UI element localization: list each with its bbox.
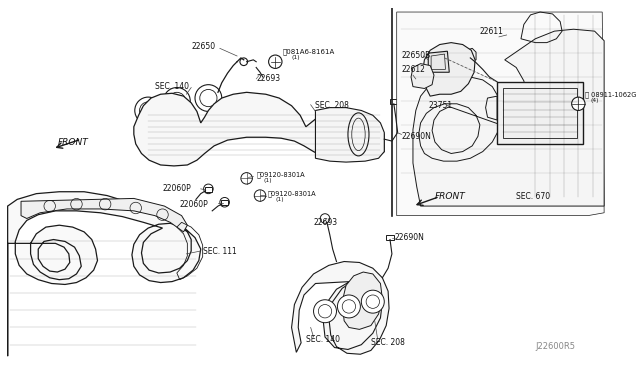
Text: 22611: 22611 [480, 27, 504, 36]
Text: Ⓝ 08911-1062G: Ⓝ 08911-1062G [585, 91, 636, 97]
Text: SEC. 208: SEC. 208 [371, 338, 404, 347]
Text: 22690N: 22690N [395, 233, 425, 242]
Text: SEC. 140: SEC. 140 [306, 336, 340, 344]
Text: 22693: 22693 [314, 218, 338, 227]
Text: FRONT: FRONT [58, 138, 88, 147]
Bar [503, 87, 577, 138]
Text: (1): (1) [264, 178, 273, 183]
Bar [390, 99, 397, 104]
Polygon shape [292, 262, 389, 354]
Polygon shape [342, 272, 382, 329]
Polygon shape [413, 29, 604, 206]
Text: 22612: 22612 [401, 65, 426, 74]
Circle shape [337, 295, 360, 318]
Polygon shape [422, 43, 475, 96]
Text: 23751: 23751 [428, 101, 452, 110]
Text: 22650B: 22650B [401, 51, 431, 60]
Bar [386, 235, 394, 240]
Text: J22600R5: J22600R5 [535, 342, 575, 351]
Bar [205, 187, 212, 192]
Polygon shape [8, 192, 201, 356]
Circle shape [195, 85, 222, 112]
Circle shape [572, 97, 585, 110]
Circle shape [362, 290, 384, 313]
Text: Ⓐ09120-8301A: Ⓐ09120-8301A [268, 190, 316, 197]
Text: SEC. 111: SEC. 111 [203, 247, 236, 256]
Bar [221, 201, 228, 205]
Text: (1): (1) [292, 55, 300, 60]
Text: Ⓐ081A6-8161A: Ⓐ081A6-8161A [283, 48, 335, 55]
Text: 22060P: 22060P [163, 185, 191, 193]
Polygon shape [397, 12, 604, 216]
Circle shape [269, 55, 282, 68]
Circle shape [135, 97, 161, 124]
Text: SEC. 670: SEC. 670 [516, 192, 550, 201]
Text: 22693: 22693 [256, 74, 280, 83]
Text: 22060P: 22060P [180, 200, 209, 209]
Polygon shape [428, 51, 449, 72]
Text: (4): (4) [591, 99, 599, 103]
Polygon shape [21, 198, 188, 232]
Polygon shape [316, 108, 384, 162]
Text: Ⓐ09120-8301A: Ⓐ09120-8301A [256, 171, 305, 178]
Bar [497, 82, 583, 144]
Polygon shape [411, 64, 434, 89]
Circle shape [163, 87, 190, 114]
Circle shape [314, 300, 337, 323]
Text: (1): (1) [275, 197, 284, 202]
Text: SEC. 208: SEC. 208 [316, 101, 349, 110]
Text: FRONT: FRONT [435, 192, 466, 201]
Text: 22650: 22650 [191, 42, 215, 51]
Text: 22690N: 22690N [401, 132, 431, 141]
Polygon shape [134, 92, 384, 166]
Text: SEC. 140: SEC. 140 [155, 82, 189, 91]
